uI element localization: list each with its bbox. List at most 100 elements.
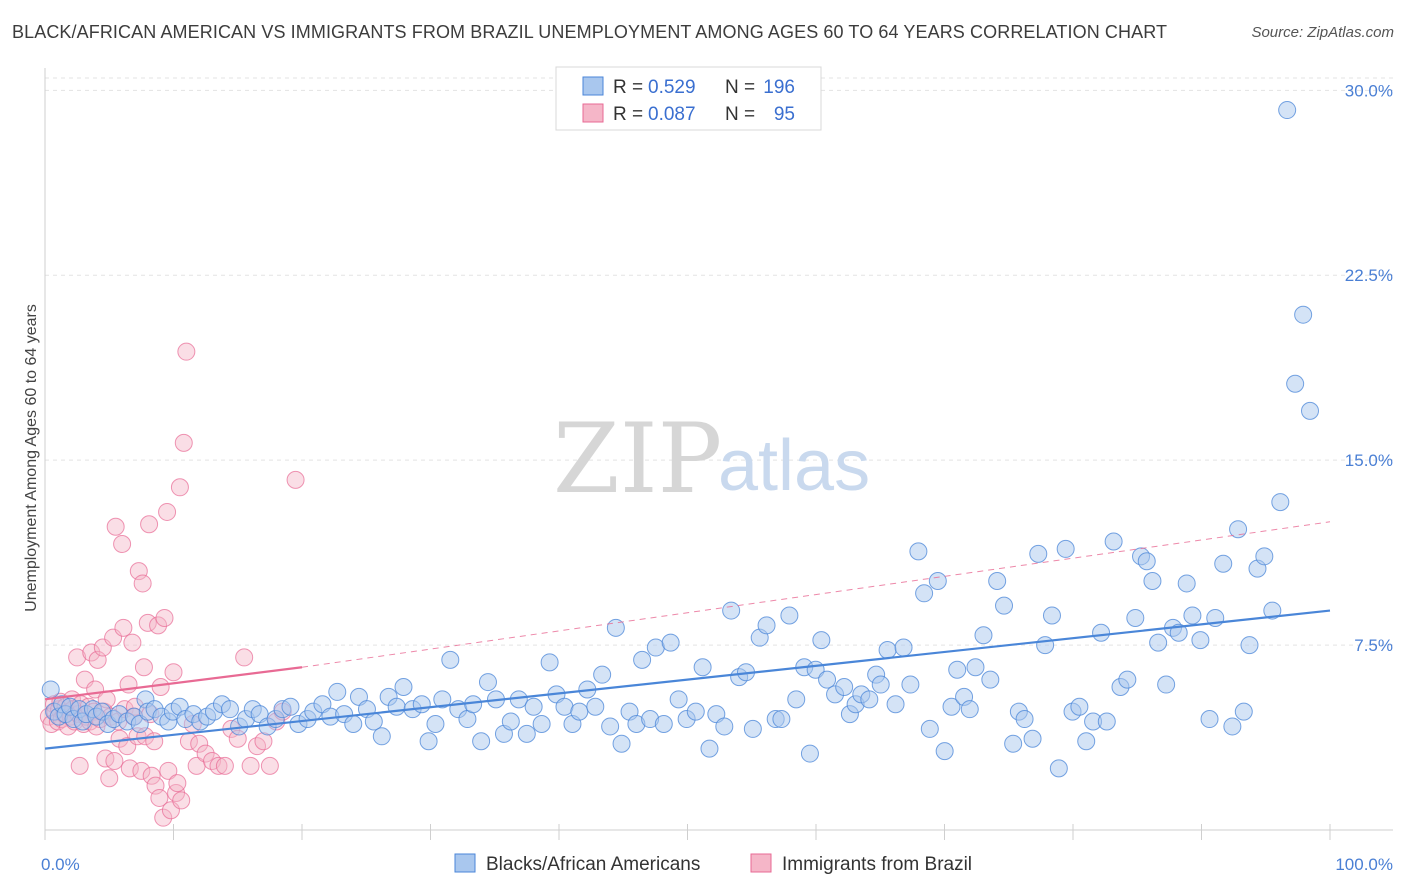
point-blacks	[426, 714, 445, 733]
point-blacks	[328, 682, 347, 701]
legend-r-value-1: 0.529	[648, 77, 696, 98]
point-blacks	[372, 727, 391, 746]
point-blacks	[433, 690, 452, 709]
point-blacks	[715, 717, 734, 736]
point-immigrants-brazil	[114, 618, 133, 637]
point-blacks	[478, 673, 497, 692]
point-immigrants-brazil	[70, 756, 89, 775]
legend-n-value-2: 95	[774, 104, 795, 125]
point-immigrants-brazil	[215, 756, 234, 775]
legend-swatch-pink	[582, 103, 604, 123]
point-blacks	[1286, 374, 1305, 393]
point-blacks	[757, 616, 776, 635]
legend-r-value-2: 0.087	[648, 104, 696, 125]
point-blacks	[1301, 401, 1319, 420]
point-immigrants-brazil	[150, 788, 169, 807]
legend-swatch-blue	[582, 76, 604, 96]
point-blacks	[1149, 633, 1168, 652]
point-blacks	[995, 596, 1014, 615]
point-blacks	[1278, 101, 1297, 120]
watermark-zip: ZIP	[553, 403, 722, 515]
trend-line-brazil	[44, 666, 303, 701]
trend-lines	[44, 521, 1331, 750]
point-blacks	[1143, 571, 1162, 590]
point-immigrants-brazil	[159, 761, 178, 780]
point-blacks	[517, 724, 536, 743]
point-blacks	[928, 571, 947, 590]
point-blacks	[394, 677, 413, 696]
point-blacks	[364, 712, 383, 731]
point-blacks	[743, 719, 762, 738]
point-immigrants-brazil	[254, 732, 273, 751]
point-blacks	[1137, 552, 1156, 571]
point-immigrants-brazil	[286, 470, 305, 489]
series-blacks	[41, 101, 1319, 778]
point-immigrants-brazil	[123, 633, 142, 652]
point-blacks	[1255, 547, 1274, 566]
point-immigrants-brazil	[142, 766, 161, 785]
point-blacks	[981, 670, 1000, 689]
point-blacks	[1023, 729, 1042, 748]
point-blacks	[1271, 493, 1290, 512]
bottom-legend-label-pink: Immigrants from Brazil	[782, 854, 972, 875]
point-immigrants-brazil	[241, 756, 260, 775]
point-blacks	[894, 638, 913, 657]
point-blacks	[41, 680, 60, 699]
legend-n-label-2: N =	[725, 104, 755, 125]
point-immigrants-brazil	[68, 648, 87, 667]
source-label: Source: ZipAtlas.com	[1251, 24, 1394, 41]
legend-r-label-1: R =	[613, 77, 643, 98]
watermark-atlas: atlas	[718, 426, 870, 506]
point-blacks	[1294, 305, 1313, 324]
trend-line-blacks	[44, 609, 1331, 750]
y-tick-labels: 7.5% 15.0% 22.5% 30.0%	[1345, 81, 1393, 655]
point-immigrants-brazil	[134, 658, 153, 677]
point-immigrants-brazil	[168, 774, 187, 793]
bottom-legend-swatch-blue	[454, 853, 476, 873]
point-immigrants-brazil	[140, 515, 159, 534]
point-blacks	[661, 633, 680, 652]
point-immigrants-brazil	[196, 744, 215, 763]
point-blacks	[281, 697, 300, 716]
point-blacks	[935, 742, 954, 761]
point-immigrants-brazil	[177, 342, 196, 361]
point-blacks	[920, 719, 939, 738]
point-blacks	[654, 714, 673, 733]
point-blacks	[601, 717, 620, 736]
point-blacks	[570, 702, 589, 721]
point-blacks	[722, 601, 741, 620]
point-blacks	[1077, 732, 1096, 751]
point-blacks	[700, 739, 719, 758]
point-blacks	[1263, 601, 1282, 620]
x-tick-label-max: 100.0%	[1335, 855, 1393, 874]
point-blacks	[1092, 623, 1111, 642]
x-tick-labels: 0.0% 100.0%	[41, 855, 1393, 874]
point-blacks	[1042, 606, 1061, 625]
point-immigrants-brazil	[260, 756, 279, 775]
point-immigrants-brazil	[113, 534, 132, 553]
point-blacks	[942, 697, 961, 716]
point-blacks	[633, 650, 652, 669]
point-immigrants-brazil	[120, 759, 139, 778]
point-blacks	[1200, 710, 1219, 729]
point-blacks	[1104, 532, 1123, 551]
point-blacks	[1118, 670, 1137, 689]
point-blacks	[1049, 759, 1068, 778]
point-blacks	[586, 697, 605, 716]
point-immigrants-brazil	[164, 663, 183, 682]
y-tick-label: 30.0%	[1345, 81, 1393, 100]
point-immigrants-brazil	[82, 643, 101, 662]
point-blacks	[1191, 631, 1210, 650]
point-immigrants-brazil	[132, 761, 151, 780]
grid-lines	[45, 77, 1393, 646]
legend-n-value-1: 196	[763, 77, 795, 98]
point-blacks	[1056, 539, 1075, 558]
point-immigrants-brazil	[106, 517, 125, 536]
y-tick-label: 7.5%	[1354, 636, 1393, 655]
point-immigrants-brazil	[151, 677, 170, 696]
point-blacks	[1070, 697, 1089, 716]
point-immigrants-brazil	[138, 613, 157, 632]
y-tick-label: 15.0%	[1345, 451, 1393, 470]
point-blacks	[1214, 554, 1233, 573]
